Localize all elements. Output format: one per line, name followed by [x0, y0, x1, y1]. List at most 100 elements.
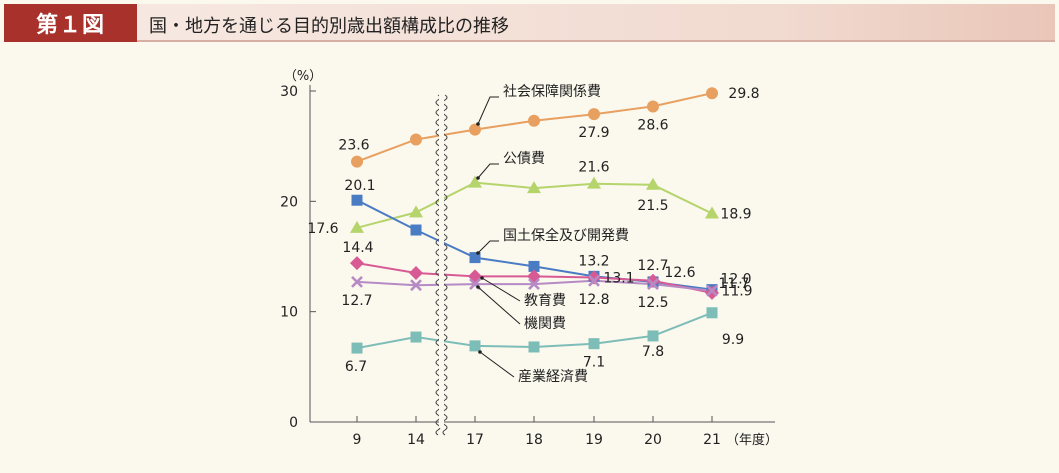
x-unit-label: （年度）: [726, 432, 778, 448]
marker-circle: [410, 133, 422, 146]
marker-cross: [351, 275, 363, 288]
series-name-label: 国土保全及び開発費: [503, 227, 629, 244]
y-unit-label: （%）: [284, 69, 322, 84]
axis-break: [435, 94, 448, 436]
y-tick-label: 20: [280, 194, 298, 210]
value-label: 12.7: [637, 258, 668, 274]
value-label: 12.7: [341, 293, 372, 309]
callout-line: [477, 163, 499, 179]
value-label: 28.6: [637, 117, 668, 133]
x-tick-label: 19: [585, 432, 603, 448]
value-labels: 23.6 27.9 28.6 29.8 17.6 21.6 21.5 18.9 20.1 13.2…: [307, 86, 759, 375]
marker-triangle: [587, 176, 601, 189]
series-name-label: 機関費: [524, 316, 566, 332]
marker-circle: [351, 155, 363, 168]
callout-line: [479, 351, 515, 378]
x-tick-label: 9: [353, 432, 362, 448]
value-label: 18.9: [720, 206, 751, 222]
break-gap: [439, 95, 444, 428]
callout-dot: [476, 122, 480, 126]
value-label: 7.8: [642, 344, 664, 360]
figure-header: 第１図 国・地方を通じる目的別歳出額構成比の推移: [0, 0, 1059, 44]
value-label: 21.5: [637, 198, 668, 214]
marker-square: [410, 331, 422, 343]
value-label: 29.8: [728, 86, 759, 102]
callout-dot: [478, 350, 482, 354]
y-tick-label: 10: [280, 305, 298, 321]
marker-square: [588, 338, 600, 350]
chart-axes: 0 10 20 30（%） 9 14 17 18 19 20 21 （年度）: [280, 69, 778, 448]
value-label: 13.2: [578, 253, 609, 269]
marker-circle: [647, 100, 659, 113]
chart-title: 国・地方を通じる目的別歳出額構成比の推移: [149, 16, 509, 37]
figure-number-badge: 第１図: [4, 4, 137, 42]
callout-dot: [476, 285, 480, 289]
value-label: 17.6: [307, 221, 338, 237]
marker-square: [469, 340, 481, 352]
marker-triangle: [409, 205, 423, 218]
marker-cross: [647, 278, 659, 291]
x-tick-label: 17: [466, 432, 484, 448]
marker-square: [647, 330, 659, 342]
series-name-label: 産業経済費: [518, 369, 588, 385]
marker-triangle: [646, 177, 660, 190]
value-label: 12.0: [720, 272, 751, 288]
callout-dot: [476, 251, 480, 255]
marker-square: [469, 252, 481, 264]
marker-cross: [706, 284, 718, 297]
value-label: 20.1: [344, 178, 375, 194]
x-tick-label: 14: [407, 432, 425, 448]
series-name-label: 公債費: [503, 151, 545, 167]
marker-square: [410, 224, 422, 236]
marker-circle: [588, 108, 600, 121]
marker-circle: [528, 114, 540, 127]
value-label: 12.6: [664, 265, 695, 281]
series-name-label: 社会保障関係費: [503, 84, 601, 100]
marker-square: [706, 307, 718, 319]
y-tick-label: 0: [289, 415, 298, 431]
y-tick-label: 30: [280, 84, 298, 100]
marker-diamond: [705, 285, 719, 300]
value-label: 11.7: [718, 276, 749, 292]
marker-square: [351, 194, 363, 206]
callout-line: [477, 286, 521, 325]
marker-diamond: [646, 273, 660, 288]
value-label: 6.7: [345, 359, 367, 375]
value-label: 7.1: [583, 355, 605, 371]
callout-line: [477, 240, 499, 254]
marker-triangle: [705, 206, 719, 219]
value-label: 23.6: [338, 138, 369, 154]
marker-square: [528, 260, 540, 272]
callout-line: [477, 96, 499, 125]
callout-line: [481, 277, 521, 302]
marker-diamond: [409, 266, 423, 281]
value-label: 9.9: [722, 332, 744, 348]
callout-dot: [476, 176, 480, 180]
marker-diamond: [468, 269, 482, 284]
marker-triangle: [468, 175, 482, 188]
value-label: 12.5: [637, 295, 668, 311]
marker-square: [528, 341, 540, 353]
value-label: 14.4: [342, 240, 373, 256]
callout-dot: [480, 276, 484, 280]
marker-cross: [410, 279, 422, 292]
marker-circle: [469, 123, 481, 136]
value-label: 12.8: [578, 292, 609, 308]
marker-diamond: [587, 270, 601, 285]
value-label: 13.1: [603, 270, 634, 286]
marker-diamond: [350, 256, 364, 271]
x-tick-label: 21: [703, 432, 721, 448]
x-tick-label: 18: [525, 432, 543, 448]
series-markers: [350, 87, 719, 354]
series-name-label: 教育費: [524, 293, 566, 309]
x-tick-label: 20: [644, 432, 662, 448]
marker-cross: [528, 278, 540, 291]
title-bar: 国・地方を通じる目的別歳出額構成比の推移: [137, 4, 1055, 42]
value-label: 21.6: [578, 160, 609, 176]
value-label: 27.9: [578, 125, 609, 141]
marker-cross: [588, 274, 600, 287]
marker-triangle: [350, 220, 364, 233]
value-label: 11.9: [721, 284, 752, 300]
